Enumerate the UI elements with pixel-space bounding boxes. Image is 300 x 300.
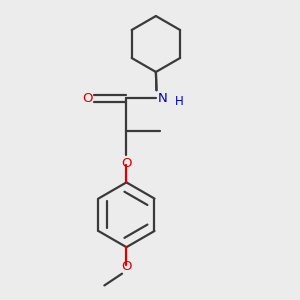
Text: N: N xyxy=(158,92,167,105)
Text: O: O xyxy=(121,157,132,170)
Text: O: O xyxy=(121,260,132,273)
Text: O: O xyxy=(82,92,93,105)
Text: H: H xyxy=(175,95,184,108)
